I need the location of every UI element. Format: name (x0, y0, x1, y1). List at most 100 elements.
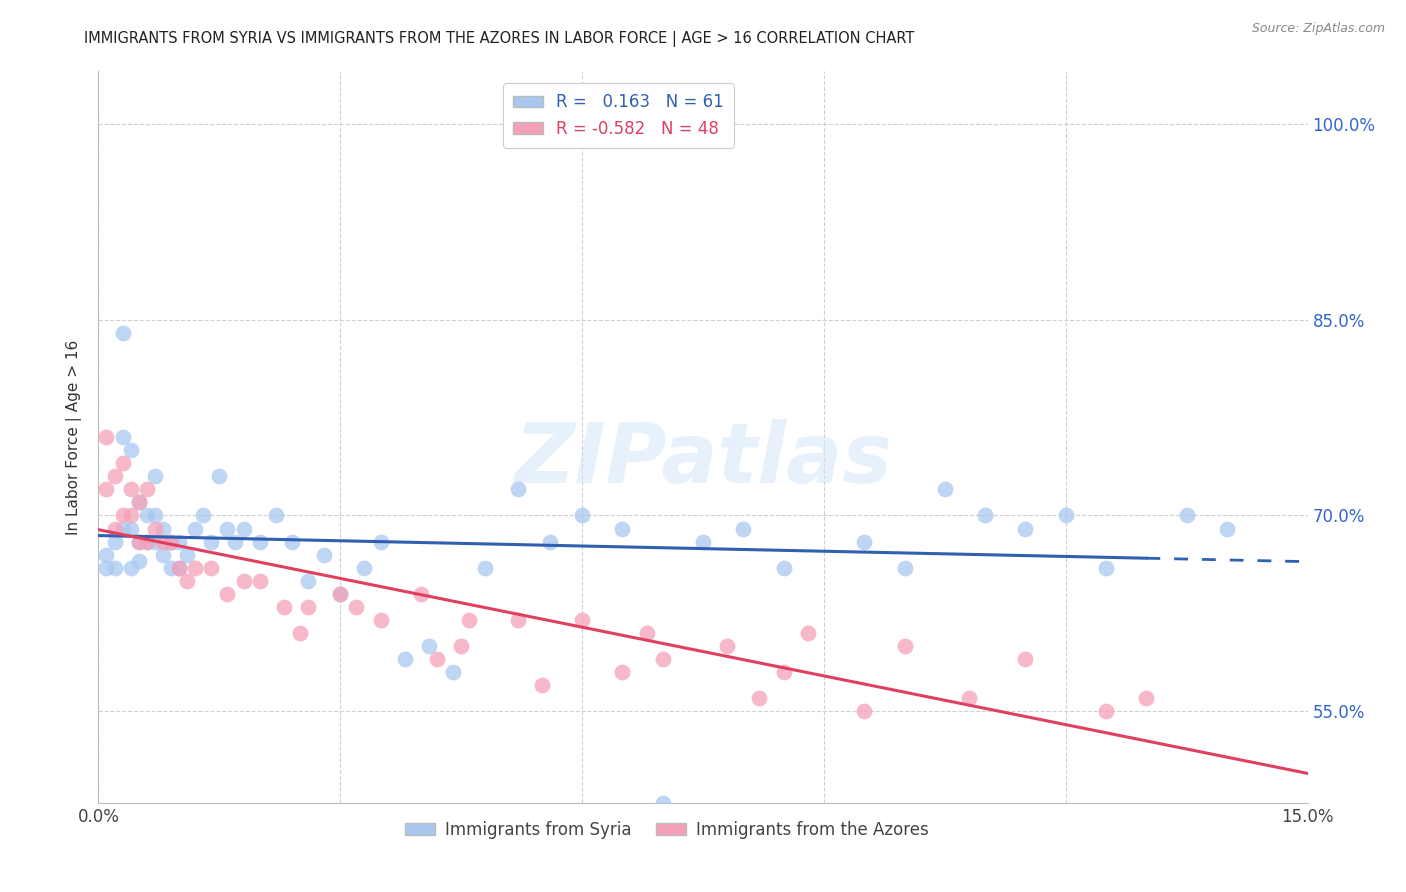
Point (893, 560, 915, 574)
Point (160, 534, 183, 549)
Point (103, 534, 125, 549)
Point (208, 469, 231, 483)
Point (297, 574, 319, 588)
Point (344, 599, 367, 614)
Text: IMMIGRANTS FROM SYRIA VS IMMIGRANTS FROM THE AZORES IN LABOR FORCE | AGE > 16 CO: IMMIGRANTS FROM SYRIA VS IMMIGRANTS FROM… (84, 31, 915, 47)
Point (692, 534, 714, 549)
Point (128, 495, 150, 509)
Point (103, 560, 125, 574)
Point (1014, 652, 1036, 666)
Point (128, 534, 150, 549)
Point (120, 443, 142, 458)
Point (152, 534, 174, 549)
Point (1135, 691, 1157, 706)
Point (200, 560, 222, 574)
Point (329, 587, 352, 601)
Point (120, 560, 142, 574)
Point (96, 430, 118, 444)
Point (135, 534, 157, 549)
Point (135, 508, 157, 523)
Point (1175, 508, 1198, 523)
Point (974, 508, 997, 523)
Point (111, 522, 134, 536)
Point (96, 560, 118, 574)
Point (152, 522, 174, 536)
Point (176, 548, 198, 562)
Point (1054, 508, 1077, 523)
Point (224, 534, 246, 549)
Point (797, 626, 820, 640)
Point (128, 495, 150, 509)
Point (193, 508, 215, 523)
Point (281, 534, 304, 549)
Point (1014, 522, 1036, 536)
Point (441, 665, 464, 680)
Point (111, 326, 134, 340)
Point (506, 613, 529, 627)
Point (273, 599, 295, 614)
Point (103, 469, 125, 483)
Text: ZIPatlas: ZIPatlas (515, 418, 891, 500)
Point (128, 534, 150, 549)
Point (1216, 522, 1239, 536)
Point (853, 705, 876, 719)
Point (184, 522, 207, 536)
Point (111, 430, 134, 444)
Point (143, 469, 166, 483)
Point (450, 639, 472, 653)
Point (103, 522, 125, 536)
Point (370, 534, 392, 549)
Point (297, 599, 319, 614)
Point (772, 560, 794, 574)
Point (120, 508, 142, 523)
Point (143, 534, 166, 549)
Point (167, 560, 190, 574)
Text: Source: ZipAtlas.com: Source: ZipAtlas.com (1251, 22, 1385, 36)
Point (96, 483, 118, 497)
Point (733, 522, 755, 536)
Point (135, 483, 157, 497)
Point (314, 548, 336, 562)
Point (612, 522, 634, 536)
Point (249, 534, 271, 549)
Point (394, 652, 416, 666)
Point (538, 534, 561, 549)
Point (96, 548, 118, 562)
Point (184, 560, 207, 574)
Point (232, 574, 254, 588)
Point (200, 534, 222, 549)
Point (111, 456, 134, 470)
Point (1095, 560, 1118, 574)
Point (120, 483, 142, 497)
Point (957, 691, 980, 706)
Point (353, 560, 375, 574)
Point (636, 626, 658, 640)
Point (160, 534, 183, 549)
Point (176, 574, 198, 588)
Point (506, 483, 529, 497)
Point (135, 534, 157, 549)
Point (458, 613, 481, 627)
Point (288, 626, 311, 640)
Point (120, 522, 142, 536)
Point (651, 796, 673, 810)
Point (1095, 705, 1118, 719)
Y-axis label: In Labor Force | Age > 16: In Labor Force | Age > 16 (66, 340, 83, 534)
Point (167, 534, 190, 549)
Point (409, 587, 432, 601)
Point (571, 613, 593, 627)
Point (249, 574, 271, 588)
Point (748, 691, 770, 706)
Point (418, 639, 440, 653)
Point (143, 522, 166, 536)
Point (651, 652, 673, 666)
Point (160, 560, 183, 574)
Point (893, 639, 915, 653)
Point (217, 522, 239, 536)
Point (530, 678, 553, 692)
Point (772, 665, 794, 680)
Point (329, 587, 352, 601)
Point (716, 639, 738, 653)
Point (370, 613, 392, 627)
Point (143, 508, 166, 523)
